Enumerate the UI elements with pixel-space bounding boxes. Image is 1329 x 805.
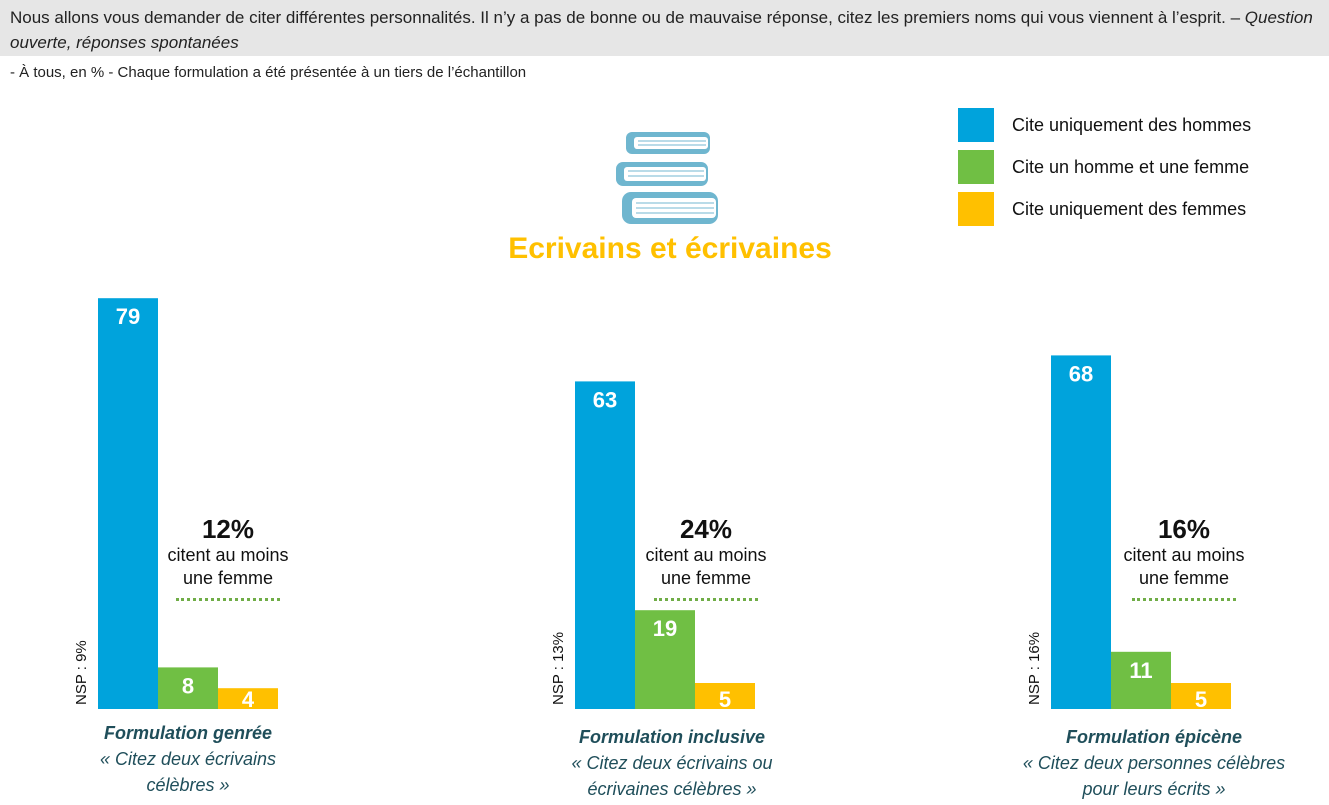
- callout-inclusive: 24% citent au moins une femme: [606, 514, 806, 601]
- question-type: Question ouverte, réponses spontanées: [10, 8, 1313, 52]
- bar-value-label: 11: [1129, 658, 1152, 683]
- caption-quote-line-1: « Citez deux écrivains ou: [571, 753, 773, 773]
- callout-text-line-1: citent au moins: [645, 545, 767, 565]
- caption-title: Formulation inclusive: [578, 727, 766, 747]
- bar-mixte: [635, 610, 695, 709]
- callout-percent: 24%: [679, 514, 733, 544]
- bar-value-label: 79: [116, 304, 140, 329]
- legend-swatch-hommes: [958, 108, 994, 142]
- nsp-label: NSP : 16%: [1026, 632, 1043, 705]
- caption-inclusive: Formulation inclusive « Citez deux écriv…: [522, 724, 822, 802]
- bar-femmes: [1171, 683, 1231, 709]
- bar-value-label: 19: [653, 616, 677, 641]
- caption-title: Formulation épicène: [1065, 727, 1243, 747]
- callout-text-line-1: citent au moins: [1123, 545, 1245, 565]
- bar-hommes: [98, 298, 158, 709]
- caption-quote-line-2: écrivaines célèbres »: [587, 779, 757, 799]
- caption-title: Formulation genrée: [103, 723, 273, 743]
- bar-value-label: 8: [182, 673, 194, 698]
- callout-text-line-2: une femme: [660, 568, 752, 588]
- callout-text-line-2: une femme: [182, 568, 274, 588]
- bar-value-label: 68: [1069, 361, 1093, 386]
- callout-epicene: 16% citent au moins une femme: [1084, 514, 1284, 601]
- bar-mixte: [1111, 651, 1171, 709]
- bar-value-label: 4: [242, 687, 255, 712]
- chart-title: Ecrivains et écrivaines: [508, 232, 832, 265]
- bar-value-label: 5: [1195, 687, 1207, 712]
- callout-dotted-underline: [1132, 598, 1236, 601]
- callout-genree: 12% citent au moins une femme: [128, 514, 328, 601]
- base-note: - À tous, en % - Chaque formulation a ét…: [10, 64, 527, 81]
- bar-hommes: [1051, 355, 1111, 709]
- caption-quote-line-2: pour leurs écrits »: [1082, 779, 1226, 799]
- bar-hommes: [575, 381, 635, 709]
- callout-percent: 16%: [1157, 514, 1211, 544]
- bar-value-label: 5: [719, 687, 731, 712]
- caption-epicene: Formulation épicène « Citez deux personn…: [1004, 724, 1304, 802]
- callout-dotted-underline: [654, 598, 758, 601]
- caption-genree: Formulation genrée « Citez deux écrivain…: [38, 720, 338, 798]
- callout-text-line-2: une femme: [1138, 568, 1230, 588]
- nsp-label: NSP : 9%: [73, 640, 90, 705]
- caption-quote-line-1: « Citez deux écrivains: [99, 749, 277, 769]
- callout-dotted-underline: [176, 598, 280, 601]
- caption-quote-line-2: célèbres »: [146, 775, 230, 795]
- question-banner: Nous allons vous demander de citer diffé…: [0, 0, 1329, 56]
- legend-swatch-femmes: [958, 192, 994, 226]
- bar-value-label: 63: [593, 387, 617, 412]
- callout-text-line-1: citent au moins: [167, 545, 289, 565]
- bar-mixte: [158, 667, 218, 709]
- question-text: Nous allons vous demander de citer diffé…: [10, 8, 1241, 27]
- legend-label-femmes: Cite uniquement des femmes: [1012, 199, 1247, 219]
- bar-femmes: [695, 683, 755, 709]
- legend-swatch-mixte: [958, 150, 994, 184]
- legend-label-hommes: Cite uniquement des hommes: [1012, 115, 1252, 135]
- bar-femmes: [218, 688, 278, 709]
- caption-quote-line-1: « Citez deux personnes célèbres: [1022, 753, 1286, 773]
- nsp-label: NSP : 13%: [550, 632, 567, 705]
- legend-label-mixte: Cite un homme et une femme: [1012, 157, 1250, 177]
- callout-percent: 12%: [201, 514, 255, 544]
- stacked-books-icon: [612, 128, 724, 235]
